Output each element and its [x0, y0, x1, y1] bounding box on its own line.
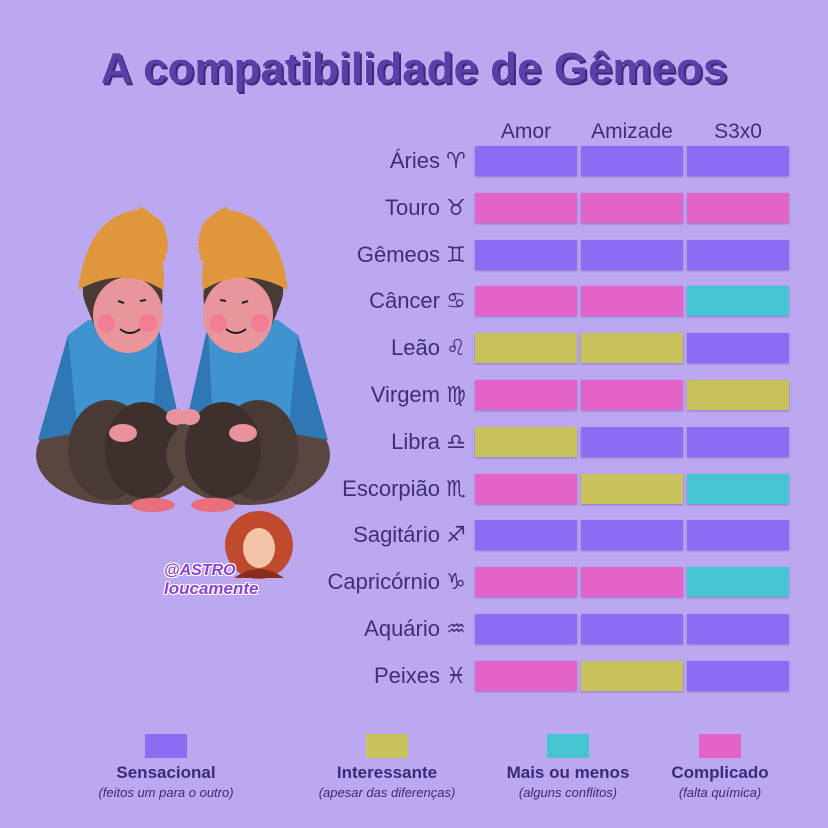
zodiac-symbol-icon: ♉: [446, 195, 466, 220]
compatibility-cell: [687, 661, 789, 691]
compatibility-cell: [581, 146, 683, 176]
compatibility-cell: [687, 427, 789, 457]
compatibility-cell: [687, 333, 789, 363]
compatibility-cell: [581, 193, 683, 223]
zodiac-symbol-icon: ♐: [446, 522, 466, 547]
compatibility-cell: [687, 567, 789, 597]
compatibility-cell: [581, 380, 683, 410]
column-header-amor: Amor: [500, 120, 552, 143]
legend-swatch: [145, 734, 187, 758]
compatibility-cell: [581, 333, 683, 363]
row-label: Libra ♎: [250, 427, 468, 457]
compatibility-cell: [687, 240, 789, 270]
compatibility-cell: [475, 146, 577, 176]
zodiac-symbol-icon: ♈: [446, 148, 466, 173]
row-label: Escorpião ♏: [250, 474, 468, 504]
right-gnome-figure: [166, 206, 330, 512]
compatibility-cell: [581, 661, 683, 691]
sign-name: Áries: [389, 148, 440, 173]
legend-description: (alguns conflitos): [518, 785, 618, 800]
compatibility-cell: [475, 286, 577, 316]
compatibility-cell: [475, 240, 577, 270]
brand-badge: @ASTRO loucamente: [164, 562, 300, 602]
compatibility-cell: [581, 240, 683, 270]
sign-name: Touro: [384, 195, 440, 220]
sign-name: Escorpião: [342, 476, 440, 501]
compatibility-cell: [687, 286, 789, 316]
page-title: A compatibilidade de Gêmeos: [100, 44, 728, 93]
zodiac-symbol-icon: ♌: [446, 335, 466, 360]
zodiac-symbol-icon: ♊: [446, 242, 466, 267]
left-gnome-figure: [36, 206, 200, 512]
compatibility-cell: [687, 380, 789, 410]
row-label: Touro ♉: [250, 193, 468, 223]
legend-swatch: [699, 734, 741, 758]
zodiac-symbol-icon: ♎: [446, 429, 466, 454]
legend-description: (apesar das diferenças): [318, 785, 456, 800]
column-header-amizade: Amizade: [591, 120, 673, 143]
compatibility-cell: [687, 146, 789, 176]
sign-name: Virgem: [370, 382, 440, 407]
sign-name: Gêmeos: [356, 242, 440, 267]
row-label: Gêmeos ♊: [250, 240, 468, 270]
row-label: Peixes ♓: [250, 661, 468, 691]
compatibility-cell: [475, 567, 577, 597]
legend-name: Interessante: [336, 763, 438, 782]
legend-swatch: [547, 734, 589, 758]
row-label: Áries ♈: [250, 146, 468, 176]
avatar: [225, 511, 293, 579]
row-label: Aquário ♒: [250, 614, 468, 644]
compatibility-cell: [581, 614, 683, 644]
compatibility-cell: [475, 427, 577, 457]
column-header-s3x0: S3x0: [714, 120, 762, 143]
compatibility-cell: [475, 474, 577, 504]
brand-name: loucamente: [164, 579, 259, 598]
row-label: Sagitário ♐: [250, 520, 468, 550]
sign-name: Peixes: [373, 663, 440, 688]
legend-name: Complicado: [671, 763, 769, 782]
compatibility-cell: [581, 286, 683, 316]
legend-description: (falta química): [678, 785, 762, 800]
sign-name: Leão: [391, 335, 440, 360]
compatibility-cell: [581, 474, 683, 504]
zodiac-symbol-icon: ♓: [446, 663, 466, 688]
zodiac-symbol-icon: ♒: [446, 616, 466, 641]
twins-illustration: [36, 206, 330, 512]
legend-swatch: [366, 734, 408, 758]
compatibility-cell: [687, 520, 789, 550]
row-label: Leão ♌: [250, 333, 468, 363]
sign-name: Câncer: [369, 288, 440, 313]
legend-name: Mais ou menos: [506, 763, 630, 782]
sign-name: Sagitário: [353, 522, 440, 547]
compatibility-cell: [475, 333, 577, 363]
brand-handle: @ASTRO: [164, 562, 236, 579]
zodiac-symbol-icon: ♍: [446, 382, 466, 407]
compatibility-cell: [475, 193, 577, 223]
zodiac-symbol-icon: ♋: [446, 288, 466, 313]
compatibility-cell: [687, 614, 789, 644]
legend-name: Sensacional: [116, 763, 216, 782]
row-label: Capricórnio ♑: [250, 567, 468, 597]
row-label: Câncer ♋: [250, 286, 468, 316]
zodiac-symbol-icon: ♏: [446, 476, 466, 501]
compatibility-cell: [581, 520, 683, 550]
compatibility-cell: [475, 380, 577, 410]
compatibility-cell: [475, 614, 577, 644]
legend-description: (feitos um para o outro): [98, 785, 234, 800]
sign-name: Aquário: [364, 616, 440, 641]
zodiac-symbol-icon: ♑: [446, 569, 466, 594]
compatibility-cell: [475, 661, 577, 691]
sign-name: Libra: [391, 429, 440, 454]
compatibility-cell: [687, 193, 789, 223]
compatibility-cell: [581, 567, 683, 597]
row-label: Virgem ♍: [250, 380, 468, 410]
compatibility-cell: [687, 474, 789, 504]
sign-name: Capricórnio: [327, 569, 441, 594]
compatibility-cell: [475, 520, 577, 550]
compatibility-cell: [581, 427, 683, 457]
